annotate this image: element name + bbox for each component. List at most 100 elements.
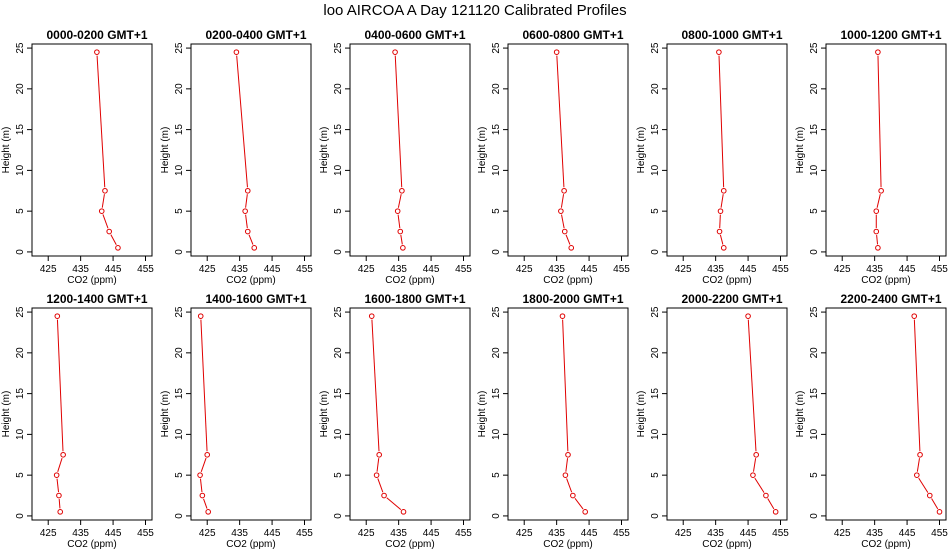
y-tick-label: 10 xyxy=(491,164,502,176)
profile-segment xyxy=(877,55,882,188)
data-point xyxy=(914,472,920,478)
y-tick-label: 20 xyxy=(650,347,661,359)
y-tick-label: 20 xyxy=(809,347,820,359)
y-tick-label: 0 xyxy=(491,513,502,519)
profile-segment xyxy=(918,477,929,493)
y-tick-label: 5 xyxy=(491,472,502,478)
profile-segment xyxy=(200,457,207,473)
profile-segment xyxy=(397,194,402,208)
y-tick-label: 15 xyxy=(491,388,502,400)
data-point xyxy=(582,509,588,515)
data-point xyxy=(106,228,112,235)
y-tick-label: 5 xyxy=(174,472,185,478)
x-tick-label: 445 xyxy=(264,528,281,539)
profile-segment xyxy=(203,498,208,509)
profile-panel: 0200-0400 GMT+1 0 5 10 15 20 25 425 435 445 455 CO2… xyxy=(160,28,313,286)
x-tick-label: 435 xyxy=(548,528,565,539)
profile-segment xyxy=(101,194,105,208)
y-tick-label: 0 xyxy=(174,513,185,519)
y-tick-label: 0 xyxy=(333,249,344,255)
x-tick-label: 425 xyxy=(675,528,692,539)
y-tick-label: 10 xyxy=(650,428,661,440)
x-axis-label: CO2 (ppm) xyxy=(67,539,116,550)
profile-segment xyxy=(56,478,60,493)
data-point xyxy=(56,492,62,499)
y-tick-label: 20 xyxy=(15,347,26,359)
x-tick-label: 435 xyxy=(707,264,724,275)
x-tick-label: 435 xyxy=(866,528,883,539)
y-axis-label: Height (m) xyxy=(319,127,330,174)
x-axis-label: CO2 (ppm) xyxy=(226,539,275,550)
y-tick-label: 25 xyxy=(809,42,820,54)
panel-title: 1400-1600 GMT+1 xyxy=(205,292,306,306)
x-tick-label: 455 xyxy=(296,528,313,539)
x-axis-label: CO2 (ppm) xyxy=(861,539,910,550)
profile-segment xyxy=(236,55,248,188)
data-point xyxy=(878,187,884,194)
y-tick-label: 25 xyxy=(333,306,344,318)
y-tick-label: 0 xyxy=(15,249,26,255)
data-point xyxy=(373,472,380,478)
data-point xyxy=(875,49,881,55)
data-point xyxy=(716,49,722,55)
profile-segment xyxy=(565,234,571,245)
profile-segment xyxy=(719,214,721,229)
y-tick-label: 20 xyxy=(809,83,820,95)
y-tick-label: 15 xyxy=(809,124,820,136)
data-point xyxy=(562,472,569,478)
x-tick-label: 455 xyxy=(931,264,948,275)
x-tick-label: 425 xyxy=(199,528,216,539)
profile-segment xyxy=(58,498,61,509)
x-tick-label: 445 xyxy=(740,528,757,539)
x-tick-label: 425 xyxy=(358,264,375,275)
x-tick-label: 425 xyxy=(675,264,692,275)
y-tick-label: 15 xyxy=(174,124,185,136)
y-tick-label: 20 xyxy=(491,347,502,359)
x-tick-label: 435 xyxy=(231,528,248,539)
profile-segment xyxy=(767,498,775,510)
x-axis-label: CO2 (ppm) xyxy=(385,275,434,286)
profile-panel: 0600-0800 GMT+1 0 5 10 15 20 25 425 435 445 455 CO2… xyxy=(477,28,630,286)
y-tick-label: 15 xyxy=(809,388,820,400)
profile-segment xyxy=(916,458,920,472)
plot-frame xyxy=(190,307,312,521)
x-tick-label: 435 xyxy=(72,528,89,539)
x-tick-label: 425 xyxy=(516,528,533,539)
data-point xyxy=(115,245,121,251)
data-point xyxy=(875,245,881,251)
data-point xyxy=(98,208,105,214)
profile-segment xyxy=(57,457,63,472)
data-point xyxy=(936,509,943,515)
profile-segment xyxy=(747,319,757,452)
profile-segment xyxy=(560,194,565,208)
y-tick-label: 0 xyxy=(333,513,344,519)
y-tick-label: 10 xyxy=(809,164,820,176)
y-axis-label: Height (m) xyxy=(795,391,806,438)
profile-segment xyxy=(561,214,565,229)
x-tick-label: 445 xyxy=(105,528,122,539)
profile-segment xyxy=(754,477,765,493)
data-point xyxy=(559,313,566,319)
data-point xyxy=(94,49,100,55)
profile-segment xyxy=(720,194,724,208)
profile-panel: 0400-0600 GMT+1 0 5 10 15 20 25 425 435 445 455 CO2… xyxy=(319,28,472,286)
x-tick-label: 455 xyxy=(455,528,472,539)
data-point xyxy=(394,208,401,214)
profile-segment xyxy=(110,234,117,245)
profile-segment xyxy=(102,214,109,229)
y-tick-label: 10 xyxy=(809,428,820,440)
y-tick-label: 25 xyxy=(650,42,661,54)
x-tick-label: 445 xyxy=(740,264,757,275)
y-tick-label: 20 xyxy=(333,347,344,359)
y-tick-label: 15 xyxy=(650,124,661,136)
y-axis-label: Height (m) xyxy=(795,127,806,174)
y-axis-label: Height (m) xyxy=(636,391,647,438)
x-tick-label: 435 xyxy=(72,264,89,275)
profile-segment xyxy=(386,497,402,510)
profile-segment xyxy=(376,458,380,472)
x-axis-label: CO2 (ppm) xyxy=(385,539,434,550)
y-axis-label: Height (m) xyxy=(477,127,488,174)
data-point xyxy=(561,228,568,235)
data-point xyxy=(368,313,375,319)
x-tick-label: 445 xyxy=(105,264,122,275)
